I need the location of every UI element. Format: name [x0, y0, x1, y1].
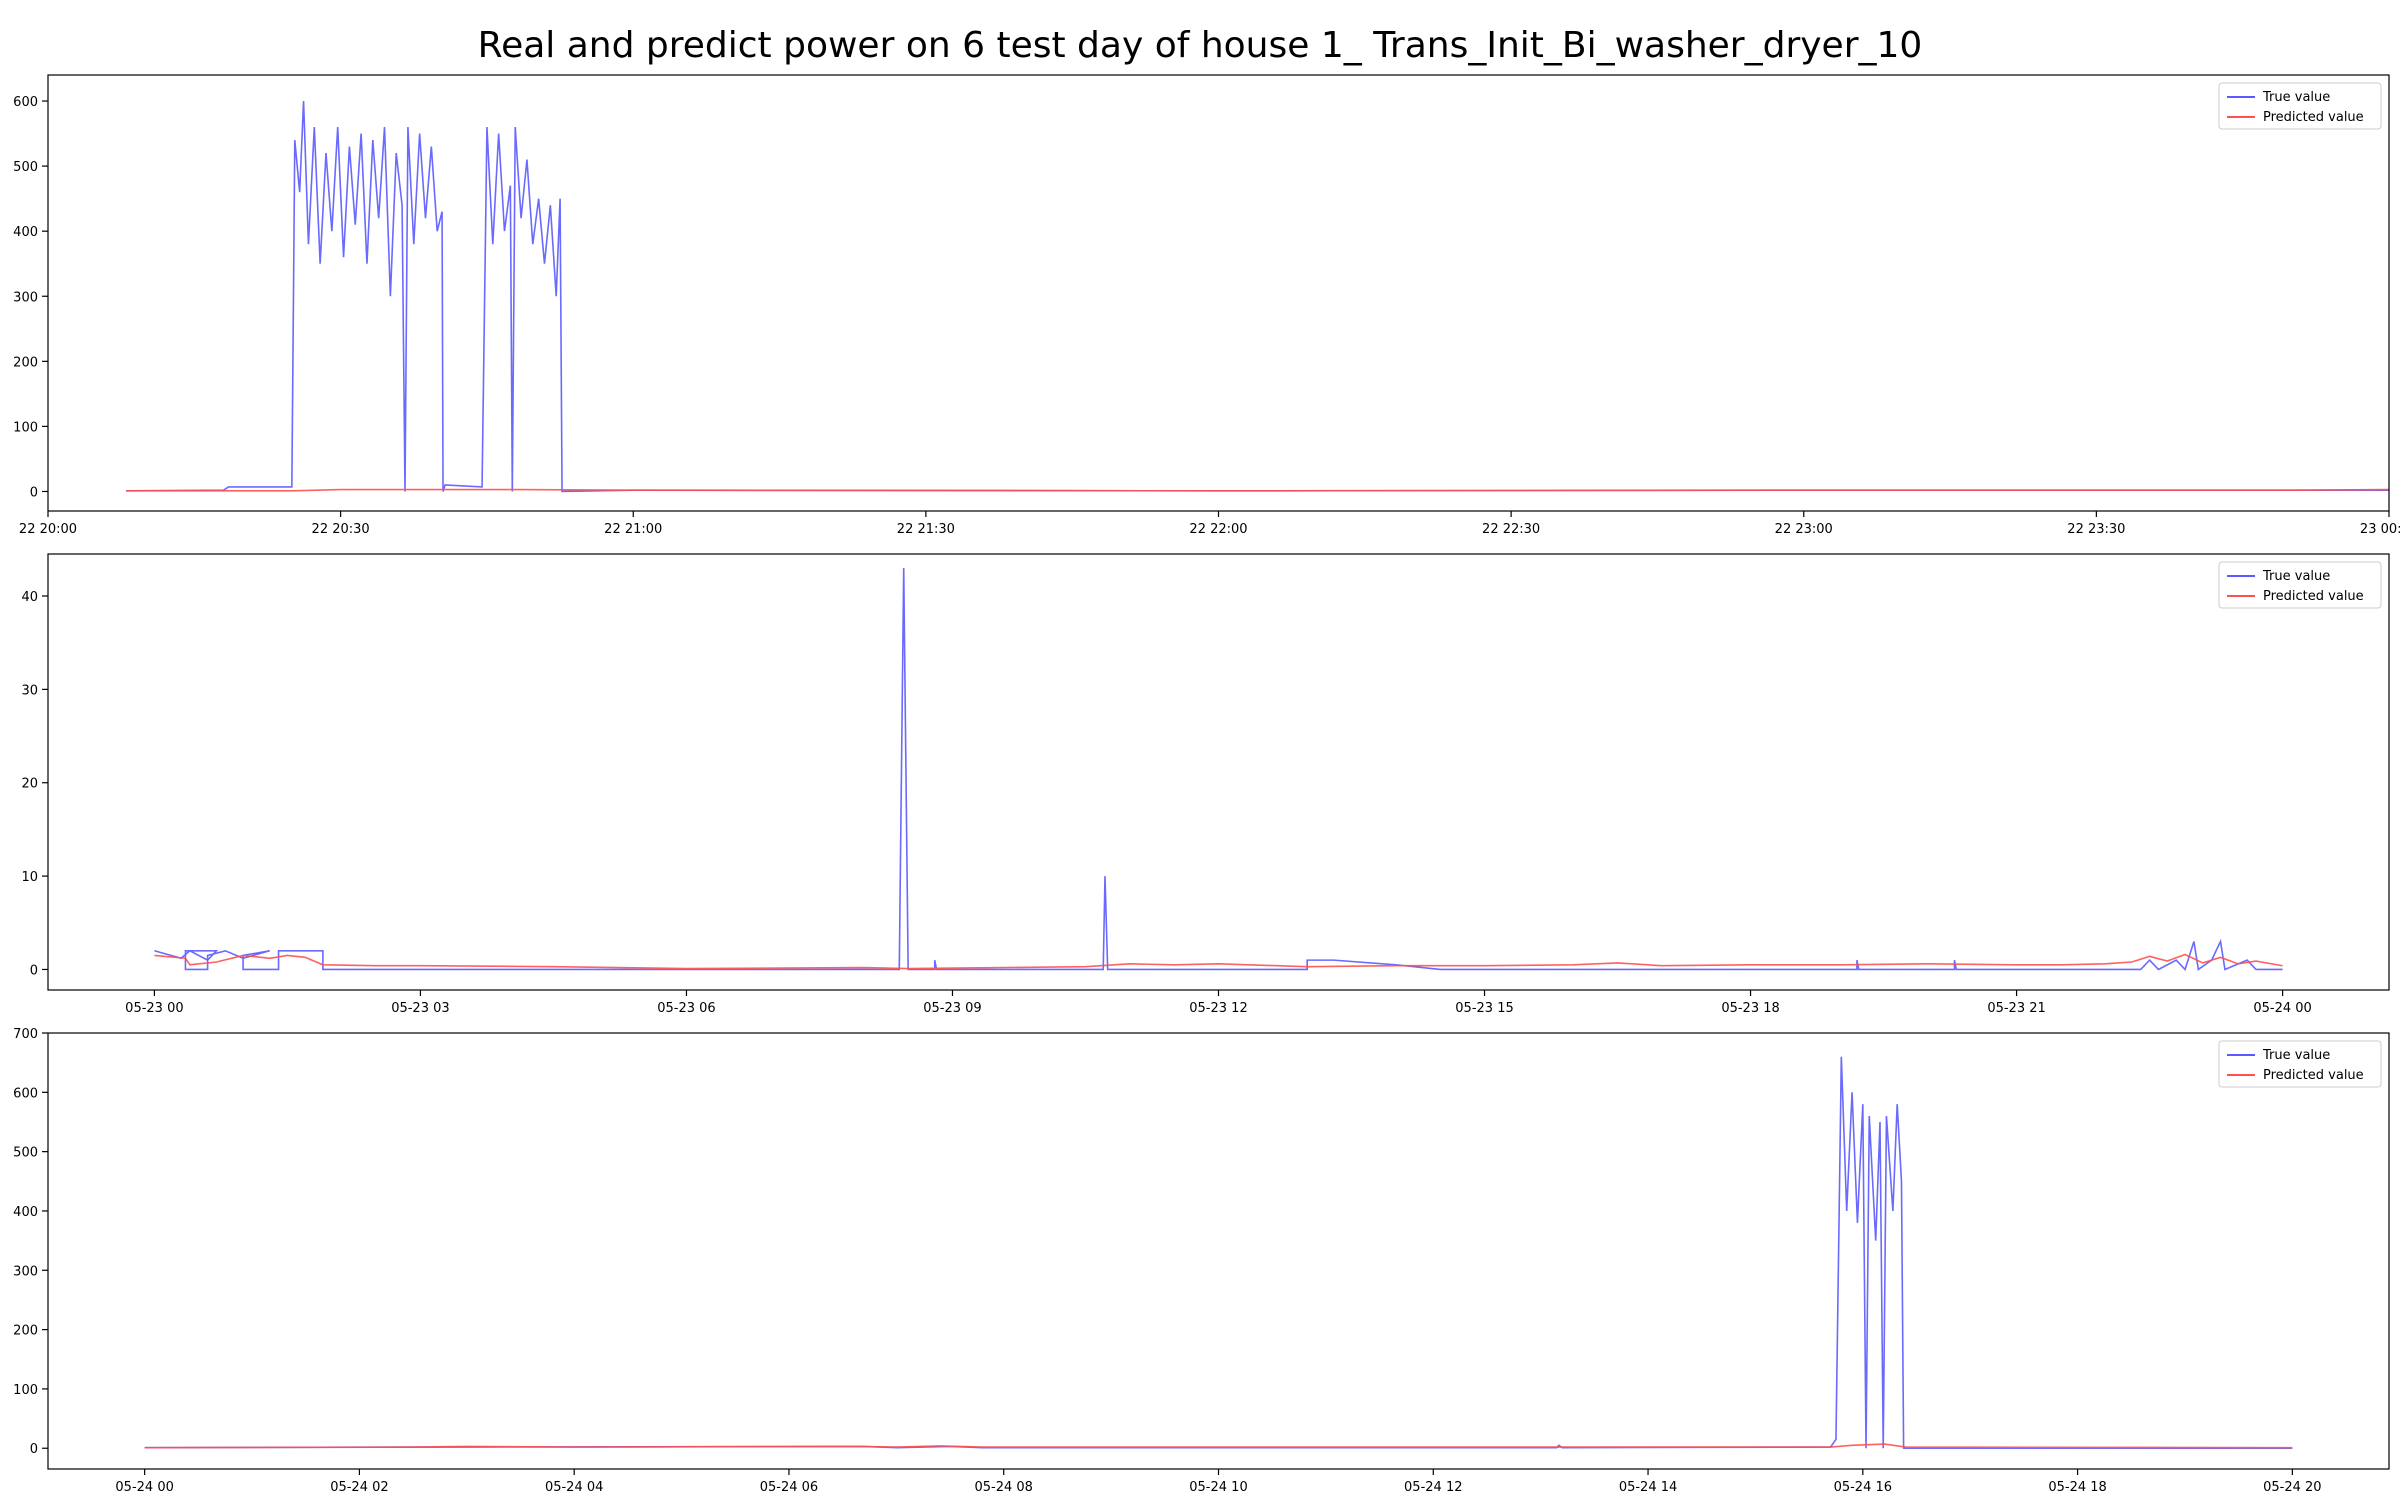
x-tick-label: 05-24 06 [760, 1480, 818, 1495]
y-tick-label: 0 [30, 485, 38, 500]
x-tick-label: 22 23:30 [2067, 522, 2125, 537]
y-tick-label: 300 [13, 1264, 38, 1279]
x-tick-label: 05-23 21 [1987, 1001, 2045, 1016]
y-tick-label: 700 [13, 1027, 38, 1042]
y-tick-label: 0 [30, 963, 38, 978]
subplot-3: 05-24 00 05-24 02 05-24 04 05-24 06 05-24 08… [13, 1027, 2390, 1495]
legend-label: Predicted value [2263, 1068, 2364, 1083]
x-tick-label: 22 22:00 [1189, 522, 1247, 537]
axes-frame [47, 553, 2390, 991]
y-tick-label: 500 [13, 1146, 38, 1161]
true-value-line [144, 1056, 2293, 1450]
legend-label: Predicted value [2263, 110, 2364, 125]
x-tick-label: 05-23 15 [1455, 1001, 1513, 1016]
legend-box [2218, 1040, 2382, 1088]
x-tick-label: 05-24 04 [545, 1480, 603, 1495]
true-value-line [126, 100, 2389, 493]
predicted-value-line [154, 953, 2283, 970]
y-tick-label: 30 [21, 683, 38, 698]
x-tick-label: 22 20:30 [312, 522, 370, 537]
x-tick-label: 22 21:00 [604, 522, 662, 537]
x-tick-label: 05-23 00 [125, 1001, 183, 1016]
legend-label: True value [2262, 1048, 2330, 1063]
x-tick-label: 22 20:00 [19, 522, 77, 537]
legend: True value Predicted value [2218, 82, 2382, 130]
x-tick-label: 05-24 18 [2048, 1480, 2106, 1495]
x-tick-label: 05-23 09 [923, 1001, 981, 1016]
true-value-line [154, 567, 2283, 971]
x-tick-label: 05-23 03 [391, 1001, 449, 1016]
y-tick-label: 600 [13, 1086, 38, 1101]
y-tick-label: 500 [13, 160, 38, 175]
legend: True value Predicted value [2218, 561, 2382, 609]
y-tick-label: 100 [13, 420, 38, 435]
x-tick-label: 05-23 06 [657, 1001, 715, 1016]
y-tick-label: 200 [13, 1324, 38, 1339]
y-tick-label: 0 [30, 1442, 38, 1457]
subplot-1: 22 20:00 22 20:30 22 21:00 22 21:30 22 22:00… [13, 74, 2400, 537]
legend-label: True value [2262, 569, 2330, 584]
x-tick-label: 05-24 12 [1404, 1480, 1462, 1495]
legend-box [2218, 82, 2382, 130]
chart-title: Real and predict power on 6 test day of … [478, 25, 1923, 66]
y-tick-label: 400 [13, 1205, 38, 1220]
legend-label: Predicted value [2263, 589, 2364, 604]
x-tick-label: 05-24 20 [2263, 1480, 2321, 1495]
x-tick-label: 05-23 18 [1721, 1001, 1779, 1016]
y-tick-label: 400 [13, 225, 38, 240]
x-tick-label: 05-24 08 [975, 1480, 1033, 1495]
x-tick-label: 05-24 00 [2253, 1001, 2311, 1016]
y-tick-label: 20 [21, 777, 38, 792]
y-tick-label: 300 [13, 290, 38, 305]
axes-frame [47, 74, 2390, 512]
y-tick-label: 600 [13, 95, 38, 110]
legend: True value Predicted value [2218, 1040, 2382, 1088]
legend-box [2218, 561, 2382, 609]
x-tick-label: 05-23 12 [1189, 1001, 1247, 1016]
predicted-value-line [126, 488, 2389, 492]
x-tick-label: 05-24 10 [1189, 1480, 1247, 1495]
predicted-value-line [144, 1443, 2293, 1449]
x-tick-label: 22 23:00 [1775, 522, 1833, 537]
y-tick-label: 40 [21, 590, 38, 605]
subplot-2: 05-23 00 05-23 03 05-23 06 05-23 09 05-23 12… [21, 553, 2390, 1016]
axes-frame [47, 1032, 2390, 1470]
x-tick-label: 22 22:30 [1482, 522, 1540, 537]
x-tick-label: 05-24 02 [330, 1480, 388, 1495]
x-tick-label: 22 21:30 [897, 522, 955, 537]
y-tick-label: 10 [21, 870, 38, 885]
x-tick-label: 05-24 14 [1619, 1480, 1677, 1495]
x-tick-label: 05-24 16 [1834, 1480, 1892, 1495]
legend-label: True value [2262, 90, 2330, 105]
x-tick-label: 23 00:00 [2360, 522, 2400, 537]
x-tick-label: 05-24 00 [115, 1480, 173, 1495]
subplots: 22 20:00 22 20:30 22 21:00 22 21:30 22 22:00… [13, 74, 2400, 1495]
y-tick-label: 200 [13, 355, 38, 370]
y-tick-label: 100 [13, 1383, 38, 1398]
